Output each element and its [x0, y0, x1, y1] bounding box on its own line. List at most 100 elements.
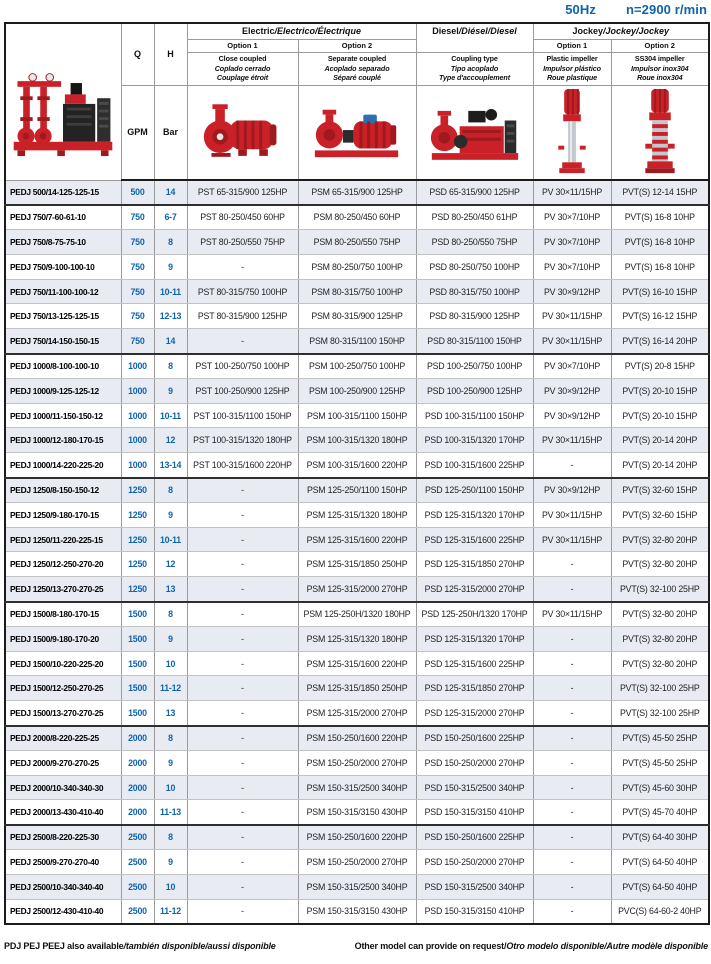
jockey-ss304-cell: PVT(S) 32-80 20HP [610, 600, 710, 627]
flow-gpm-cell: 1000 [120, 427, 155, 454]
table-row: PEDJ 1250/13-270-270-25 1250 13 - PSM 12… [4, 576, 710, 603]
model-cell: PEDJ 2000/8-220-225-25 [4, 724, 122, 751]
electric-separate-coupled-cell: PSM 150-250/2000 270HP [297, 849, 417, 875]
flow-gpm-cell: 1500 [120, 700, 155, 727]
electric-separate-coupled-cell: PSM 150-315/2500 340HP [297, 873, 417, 900]
model-cell: PEDJ 1250/13-270-270-25 [4, 576, 122, 603]
jockey-ss304-cell: PVT(S) 16-8 10HP [610, 253, 710, 280]
diesel-coupling-cell: PSD 100-250/900 125HP [415, 377, 534, 404]
electric-close-coupled-cell: - [186, 700, 299, 727]
flow-gpm-cell: 750 [120, 229, 155, 255]
diesel-coupling-cell: PSD 125-315/2000 270HP [415, 576, 534, 603]
electric-separate-coupled-cell: PSM 125-250H/1320 180HP [297, 600, 417, 627]
jockey-ss304-cell: PVT(S) 16-10 15HP [610, 278, 710, 305]
table-row: PEDJ 2500/9-270-270-40 2500 9 - PSM 150-… [4, 849, 710, 875]
diesel-coupling-cell: PSD 125-315/2000 270HP [415, 700, 534, 727]
flow-gpm-cell: 2500 [120, 898, 155, 925]
diesel-coupling-cell: PSD 150-315/3150 410HP [415, 799, 534, 826]
table-row: PEDJ 1000/12-180-170-15 1000 12 PST 100-… [4, 427, 710, 454]
electric-separate-coupled-cell: PSM 150-315/3150 430HP [297, 799, 417, 826]
diesel-coupling-cell: PSD 125-250H/1320 170HP [415, 600, 534, 627]
footer-notes: PDJ PEJ PEEJ also available/también disp… [4, 941, 708, 951]
electric-separate-coupled-cell: PSM 150-315/2500 340HP [297, 774, 417, 801]
table-row: PEDJ 750/7-60-61-10 750 6-7 PST 80-250/4… [4, 203, 710, 231]
jockey-plastic-cell: PV 30×11/15HP [532, 427, 612, 454]
package-image-cell [4, 22, 122, 181]
electric-close-coupled-cell: PST 100-315/1100 150HP [186, 402, 299, 429]
jockey-group-header: Jockey/Jockey/Jockey [532, 22, 710, 40]
electric-close-coupled-cell: PST 100-315/1600 220HP [186, 452, 299, 479]
flow-gpm-cell: 1000 [120, 452, 155, 479]
head-bar-cell: 6-7 [153, 203, 188, 231]
head-bar-cell: 9 [153, 377, 188, 404]
jockey-ss304-cell: PVT(S) 64-50 40HP [610, 873, 710, 900]
model-cell: PEDJ 1250/8-150-150-12 [4, 476, 122, 503]
model-cell: PEDJ 750/8-75-75-10 [4, 229, 122, 255]
close-coupled-desc: Close coupled Coplado cerrado Couplage étr… [186, 51, 299, 86]
electric-close-coupled-cell: - [186, 551, 299, 578]
table-row: PEDJ 1250/11-220-225-15 1250 10-11 - PSM… [4, 526, 710, 553]
jockey-plastic-cell: - [532, 551, 612, 578]
separate-coupled-pump-image [299, 86, 415, 178]
table-row: PEDJ 1000/9-125-125-12 1000 9 PST 100-25… [4, 377, 710, 404]
flow-gpm-cell: 750 [120, 278, 155, 305]
flow-gpm-cell: 1500 [120, 600, 155, 627]
head-bar-cell: 9 [153, 849, 188, 875]
head-bar-cell: 8 [153, 724, 188, 751]
flow-gpm-cell: 750 [120, 203, 155, 231]
electric-close-coupled-cell: - [186, 328, 299, 355]
diesel-coupling-cell: PSD 125-315/1600 225HP [415, 650, 534, 677]
jockey-plastic-cell: PV 30×7/10HP [532, 203, 612, 231]
model-cell: PEDJ 1000/11-150-150-12 [4, 402, 122, 429]
diesel-coupling-cell: PSD 150-315/2500 340HP [415, 873, 534, 900]
jockey-ss304-cell: PVT(S) 64-40 30HP [610, 823, 710, 851]
flow-gpm-cell: 1000 [120, 377, 155, 404]
fire-pump-package-image [6, 24, 120, 179]
electric-separate-coupled-cell: PSM 80-315/750 100HP [297, 278, 417, 305]
electric-close-coupled-cell: - [186, 675, 299, 702]
model-cell: PEDJ 500/14-125-125-15 [4, 179, 122, 206]
model-cell: PEDJ 1250/12-250-270-20 [4, 551, 122, 578]
electric-separate-coupled-cell: PSM 125-315/1600 220HP [297, 650, 417, 677]
table-row: PEDJ 1250/8-150-150-12 1250 8 - PSM 125-… [4, 476, 710, 503]
table-row: PEDJ 1500/9-180-170-20 1500 9 - PSM 125-… [4, 625, 710, 652]
model-cell: PEDJ 2000/10-340-340-30 [4, 774, 122, 801]
diesel-coupling-cell: PSD 100-315/1320 170HP [415, 427, 534, 454]
flow-gpm-cell: 1250 [120, 501, 155, 528]
model-cell: PEDJ 2500/12-430-410-40 [4, 898, 122, 925]
diesel-coupling-cell: PSD 150-250/1600 225HP [415, 823, 534, 851]
pump-selection-table: Q H Electric/Electrico/Électrique Diesel… [4, 22, 711, 925]
diesel-pump-image [417, 86, 532, 178]
electric-separate-coupled-cell: PSM 125-315/1600 220HP [297, 526, 417, 553]
head-bar-cell: 11-12 [153, 675, 188, 702]
electric-separate-coupled-cell: PSM 100-315/1100 150HP [297, 402, 417, 429]
diesel-coupling-cell: PSD 100-250/750 100HP [415, 352, 534, 379]
electric-close-coupled-cell: - [186, 650, 299, 677]
electric-close-coupled-cell: - [186, 600, 299, 627]
jockey-ss304-cell: PVT(S) 20-10 15HP [610, 402, 710, 429]
speed-label: n=2900 r/min [625, 2, 707, 17]
jockey-ss304-cell: PVT(S) 20-14 20HP [610, 427, 710, 454]
diesel-coupling-cell: PSD 125-315/1850 270HP [415, 675, 534, 702]
diesel-coupling-cell: PSD 150-315/2500 340HP [415, 774, 534, 801]
electric-separate-coupled-cell: PSM 125-315/1850 250HP [297, 675, 417, 702]
jockey-ss304-cell: PVT(S) 32-100 25HP [610, 675, 710, 702]
model-cell: PEDJ 2500/8-220-225-30 [4, 823, 122, 851]
model-cell: PEDJ 750/13-125-125-15 [4, 303, 122, 330]
jockey-ss304-cell: PVT(S) 16-12 15HP [610, 303, 710, 330]
head-bar-cell: 10-11 [153, 402, 188, 429]
model-cell: PEDJ 1000/9-125-125-12 [4, 377, 122, 404]
flow-gpm-cell: 500 [120, 179, 155, 206]
electric-close-coupled-cell: PST 80-315/750 100HP [186, 278, 299, 305]
footer-right-note: Other model can provide on request/Otro … [354, 941, 709, 951]
electric-close-coupled-cell: - [186, 799, 299, 826]
model-cell: PEDJ 750/9-100-100-10 [4, 253, 122, 280]
electric-separate-coupled-cell: PSM 80-315/900 125HP [297, 303, 417, 330]
jockey-ss304-cell: PVT(S) 32-60 15HP [610, 501, 710, 528]
flow-gpm-cell: 1250 [120, 526, 155, 553]
electric-close-coupled-cell: - [186, 526, 299, 553]
jockey-plastic-cell: - [532, 724, 612, 751]
electric-close-coupled-cell: - [186, 625, 299, 652]
jockey-plastic-cell: PV 30×9/12HP [532, 377, 612, 404]
frequency-label: 50Hz [565, 2, 596, 17]
